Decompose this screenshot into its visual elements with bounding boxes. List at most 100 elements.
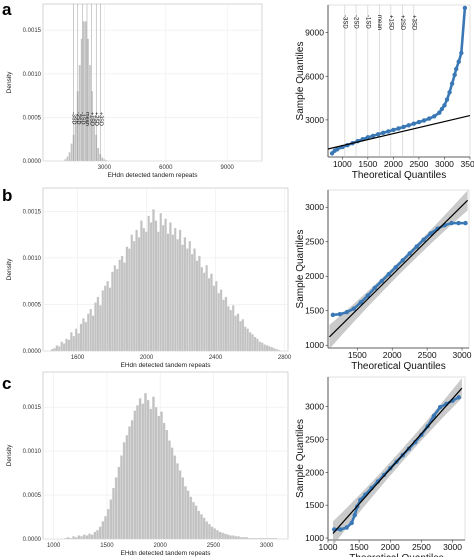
histogram-bar	[169, 222, 172, 352]
y-tick-label: 0.0000	[23, 537, 42, 543]
histogram-bar	[112, 487, 115, 540]
y-tick-label: 2500	[305, 434, 324, 444]
histogram-bar	[89, 308, 92, 352]
histogram-bar	[136, 405, 139, 540]
x-tick-label: 2500	[409, 159, 428, 169]
histogram-bar	[216, 530, 219, 540]
histogram-bar	[186, 248, 189, 352]
histogram-bar	[117, 466, 121, 540]
x-tick-label: 1500	[350, 542, 369, 552]
histogram-bar	[74, 328, 78, 352]
histogram-bar	[146, 400, 150, 540]
sd-line-label: +2SD	[93, 112, 99, 126]
histogram-bar	[128, 426, 131, 540]
x-tick-label: 2500	[207, 543, 221, 549]
histogram-bar	[64, 538, 67, 540]
histogram-bar	[142, 227, 146, 352]
histogram-bar	[261, 538, 264, 540]
histogram-bar	[80, 38, 83, 162]
sd-line-label: +3SD	[410, 15, 416, 31]
sd-line-label: +3SD	[98, 112, 104, 126]
histogram-bar	[215, 281, 218, 352]
x-tick-label: 3000	[435, 159, 454, 169]
histogram-bar	[171, 234, 175, 352]
histogram-bar	[78, 64, 81, 162]
histogram-bar	[253, 538, 256, 540]
histogram-bar	[193, 248, 196, 352]
y-tick-label: 0.0010	[23, 449, 42, 455]
histogram-bar	[219, 289, 223, 352]
histogram-bar	[108, 287, 112, 352]
histogram-bar	[97, 147, 100, 162]
sd-line-label: -1SD	[79, 112, 85, 125]
histogram-bar	[194, 505, 198, 540]
histogram-bar	[213, 528, 217, 540]
x-tick-label: 2000	[140, 355, 154, 361]
x-tick-label: 1500	[358, 159, 377, 169]
histogram-bar	[103, 159, 106, 162]
x-tick-label: 2500	[412, 542, 431, 552]
histogram-bar	[263, 538, 267, 540]
qq-point-trace	[332, 221, 466, 317]
histogram-bar	[93, 531, 97, 540]
histogram-bar	[149, 408, 153, 540]
histogram-bar	[159, 213, 162, 352]
x-tick-label: 2000	[381, 542, 400, 552]
histogram-bar	[120, 255, 124, 352]
histogram-bar	[255, 538, 259, 540]
sd-line-label: +1SD	[387, 15, 393, 31]
histogram-bar	[229, 309, 232, 352]
x-tick-label: 2800	[278, 355, 292, 361]
histogram-bar	[178, 470, 182, 540]
histogram-bar	[130, 420, 134, 540]
histogram-bar	[174, 227, 177, 352]
histogram-bar	[222, 299, 225, 352]
histogram-bar	[164, 218, 167, 352]
histogram-bar	[64, 159, 67, 162]
histogram-bar	[274, 538, 278, 540]
histogram-bar	[96, 296, 100, 352]
x-tick-label: 1000	[319, 542, 338, 552]
y-tick-label: 6000	[305, 71, 324, 81]
histogram-bar	[106, 509, 110, 540]
histogram-bar	[82, 534, 86, 540]
qq-plot-b: 1500 2000 2500 3000 1000 1500 2000 2500 3000 Theo…	[295, 189, 472, 372]
histogram-bar	[221, 532, 225, 540]
y-tick-label: 0.0005	[23, 302, 42, 308]
histogram-bar	[62, 343, 66, 352]
y-axis-title: Density	[6, 444, 13, 466]
histogram-bar	[125, 246, 129, 352]
reference-line	[328, 199, 469, 338]
histogram-bar	[241, 319, 245, 352]
qq-plot-c: 1000 1500 2000 2500 3000 1000 1500 2000 2500 3000…	[295, 376, 466, 557]
y-tick-label: 0.0000	[23, 349, 42, 355]
histogram-bar	[212, 285, 216, 352]
y-tick-label: 0.0010	[23, 72, 42, 78]
histogram-bar	[240, 537, 243, 540]
histogram-bar	[53, 348, 56, 352]
histogram-bar	[236, 313, 240, 352]
histogram-bar	[203, 272, 206, 352]
histogram-bar	[147, 215, 150, 352]
histogram-bar	[113, 265, 117, 352]
histogram-bar	[234, 536, 238, 540]
histogram-bar	[181, 477, 185, 540]
y-tick-label: 0.0005	[23, 115, 42, 121]
histogram-bar	[88, 533, 91, 540]
y-tick-label: 3000	[305, 115, 324, 125]
y-tick-label: 1500	[305, 500, 324, 510]
confidence-band	[329, 190, 468, 349]
histogram-bar	[135, 229, 138, 352]
histogram-bar	[165, 429, 169, 540]
histogram-bar	[141, 403, 145, 540]
histogram-bar	[268, 346, 271, 352]
y-axis-title: Sample Quantiles	[295, 419, 306, 498]
y-axis-title: Sample Quantiles	[295, 42, 306, 121]
histogram-bar	[88, 64, 91, 162]
histogram-a: 0.0000 0.0005 0.0010 0.0015 3000 6000 9000 -3SD…	[6, 3, 263, 179]
histogram-bar	[183, 237, 187, 352]
histogram-bar	[246, 328, 249, 352]
sd-line-label: -2SD	[353, 15, 359, 29]
histogram-bar	[166, 233, 170, 352]
histogram-bar	[208, 523, 211, 540]
